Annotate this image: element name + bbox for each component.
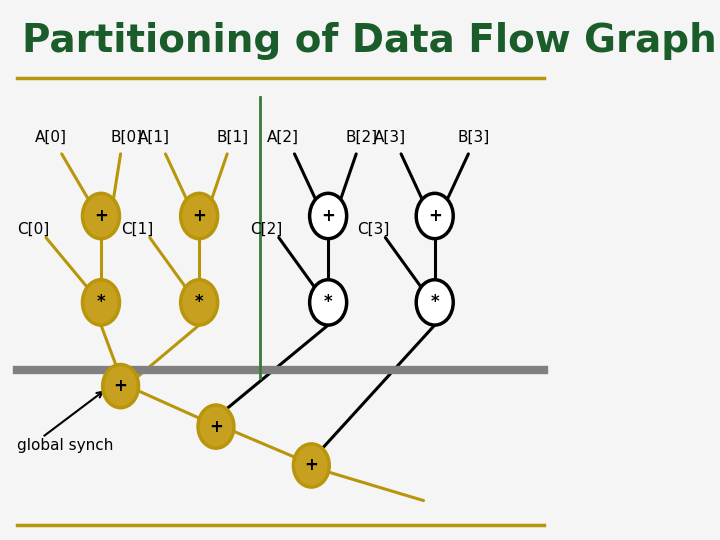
Text: C[0]: C[0] bbox=[17, 222, 50, 237]
Ellipse shape bbox=[310, 193, 346, 239]
Text: C[1]: C[1] bbox=[121, 222, 153, 237]
Text: B[2]: B[2] bbox=[346, 130, 378, 145]
Text: Partitioning of Data Flow Graph: Partitioning of Data Flow Graph bbox=[22, 22, 717, 59]
Text: *: * bbox=[324, 293, 333, 312]
Text: +: + bbox=[428, 207, 441, 225]
Ellipse shape bbox=[181, 193, 217, 239]
Ellipse shape bbox=[310, 280, 346, 325]
Ellipse shape bbox=[293, 444, 329, 487]
Text: A[2]: A[2] bbox=[267, 130, 300, 145]
Text: +: + bbox=[94, 207, 108, 225]
Text: +: + bbox=[305, 456, 318, 475]
Text: B[1]: B[1] bbox=[217, 130, 249, 145]
Ellipse shape bbox=[416, 193, 453, 239]
Text: C[2]: C[2] bbox=[251, 222, 282, 237]
Text: B[0]: B[0] bbox=[110, 130, 143, 145]
Ellipse shape bbox=[181, 280, 217, 325]
Text: global synch: global synch bbox=[17, 438, 113, 453]
Ellipse shape bbox=[416, 280, 453, 325]
Text: +: + bbox=[114, 377, 127, 395]
Text: *: * bbox=[431, 293, 439, 312]
Text: A[1]: A[1] bbox=[138, 130, 170, 145]
Text: A[0]: A[0] bbox=[35, 130, 66, 145]
Ellipse shape bbox=[83, 193, 120, 239]
Text: B[3]: B[3] bbox=[458, 130, 490, 145]
Text: +: + bbox=[209, 417, 223, 436]
Text: +: + bbox=[192, 207, 206, 225]
Text: A[3]: A[3] bbox=[374, 130, 406, 145]
Text: *: * bbox=[96, 293, 105, 312]
Text: *: * bbox=[195, 293, 204, 312]
Ellipse shape bbox=[103, 364, 138, 408]
Ellipse shape bbox=[198, 405, 234, 448]
Text: C[3]: C[3] bbox=[357, 222, 390, 237]
Text: +: + bbox=[321, 207, 335, 225]
Ellipse shape bbox=[83, 280, 120, 325]
